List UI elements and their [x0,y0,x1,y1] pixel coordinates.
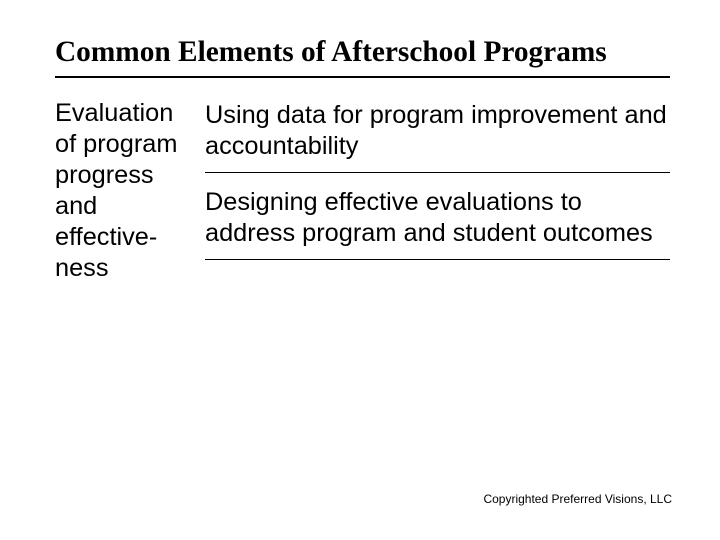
slide-title: Common Elements of Afterschool Programs [55,35,670,70]
left-column-text: Evaluation of program progress and effec… [55,98,183,283]
right-item: Using data for program improvement and a… [205,98,670,172]
right-column: Using data for program improvement and a… [205,98,670,283]
slide-body: Evaluation of program progress and effec… [55,98,670,283]
item-separator [205,259,670,260]
copyright-footer: Copyrighted Preferred Visions, LLC [483,492,672,506]
right-item: Designing effective evaluations to addre… [205,185,670,259]
item-separator [205,172,670,173]
slide: Common Elements of Afterschool Programs … [0,0,720,540]
title-underline [55,76,670,78]
